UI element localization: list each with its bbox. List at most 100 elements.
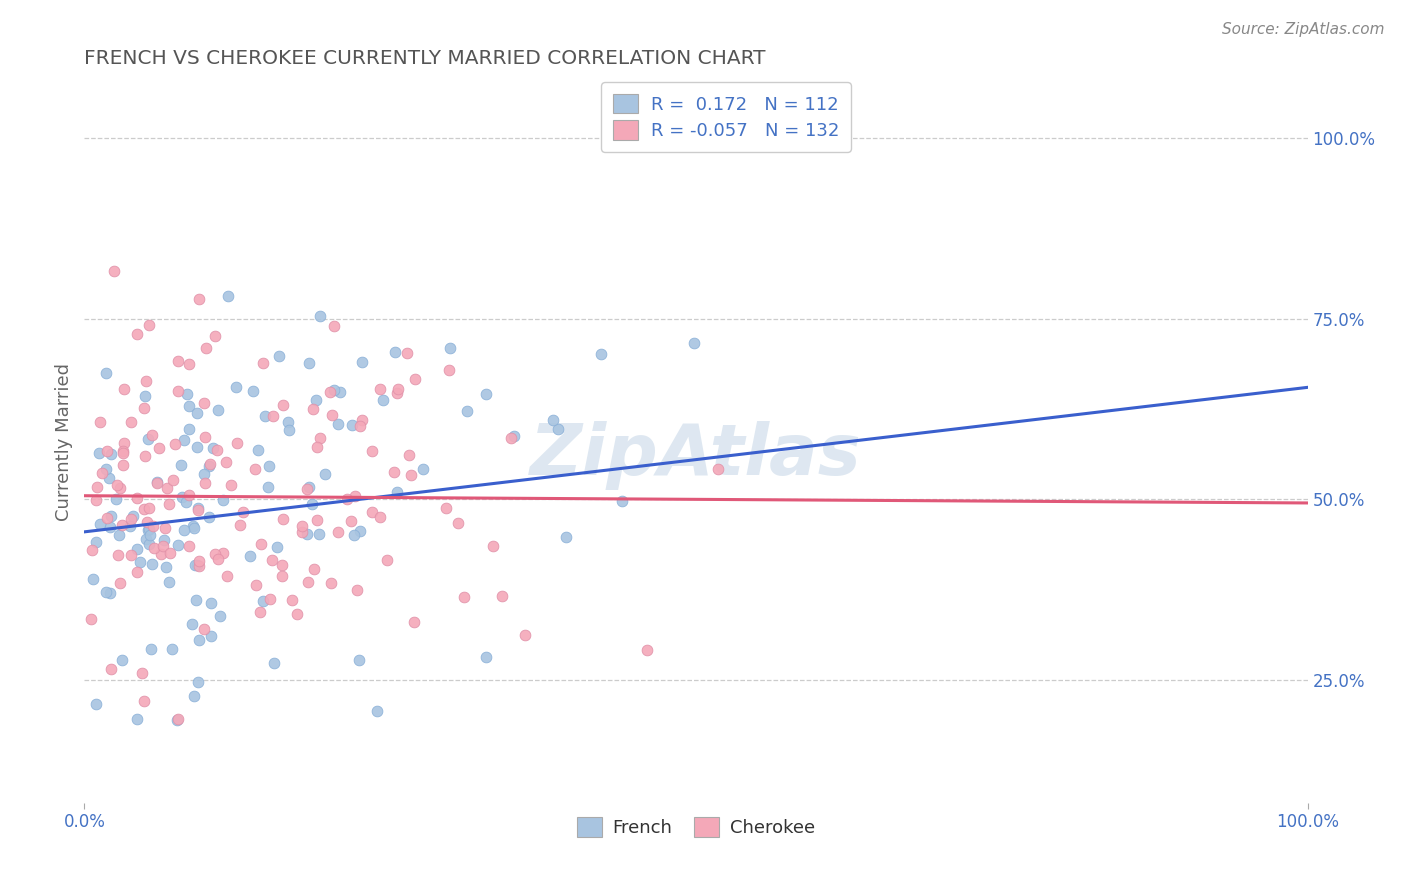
Point [187,503,209,517]
Point [707,462,730,476]
Point [402,615,425,630]
Point [98,520,121,534]
Point [456,403,478,417]
Point [167,384,190,399]
Point [142,541,165,555]
Point [170,490,193,504]
Point [475,387,498,401]
Point [249,605,271,619]
Point [98,585,121,599]
Point [301,402,323,417]
Point [217,289,239,303]
Point [173,524,195,538]
Point [321,408,343,422]
Point [547,422,569,436]
Point [90,466,112,480]
Point [271,512,294,526]
Point [200,596,222,610]
Point [245,462,267,476]
Point [198,457,221,471]
Point [188,292,211,306]
Point [217,569,239,583]
Point [128,555,150,569]
Point [105,492,128,507]
Point [340,417,363,432]
Legend: R =  0.172   N = 112, R = -0.057   N = 132: R = 0.172 N = 112, R = -0.057 N = 132 [600,82,851,152]
Point [112,458,135,473]
Point [250,537,273,551]
Point [146,475,169,489]
Point [266,540,288,554]
Point [291,519,314,533]
Point [262,553,284,567]
Point [370,382,392,396]
Point [98,471,121,485]
Point [127,491,149,505]
Point [194,476,217,491]
Point [263,657,285,671]
Point [134,694,156,708]
Point [166,713,188,727]
Point [271,398,294,412]
Point [177,488,200,502]
Point [387,382,409,396]
Point [232,505,254,519]
Point [134,389,156,403]
Point [112,435,135,450]
Point [336,491,359,506]
Point [167,712,190,726]
Point [141,641,163,656]
Point [219,478,242,492]
Point [262,409,284,424]
Point [277,423,299,437]
Point [197,459,219,474]
Point [107,478,129,492]
Point [193,622,215,636]
Point [100,662,122,676]
Point [344,489,367,503]
Point [200,629,222,643]
Point [309,431,332,445]
Point [308,526,330,541]
Point [346,582,368,597]
Point [163,437,186,451]
Point [94,366,117,380]
Point [135,374,157,388]
Point [398,448,420,462]
Point [153,533,176,548]
Point [305,392,328,407]
Point [434,501,457,516]
Point [156,482,179,496]
Point [225,380,247,394]
Point [174,494,197,508]
Point [184,558,207,572]
Point [297,574,319,589]
Point [252,594,274,608]
Point [491,589,513,603]
Point [211,546,233,560]
Point [120,415,142,429]
Point [361,505,384,519]
Point [256,480,278,494]
Point [138,501,160,516]
Point [591,347,613,361]
Point [160,642,183,657]
Point [401,467,423,482]
Point [141,427,163,442]
Point [157,574,180,589]
Point [125,712,148,726]
Point [134,501,156,516]
Point [138,537,160,551]
Point [267,349,290,363]
Point [322,318,344,333]
Point [193,467,215,482]
Point [159,546,181,560]
Point [84,492,107,507]
Point [308,309,330,323]
Point [125,326,148,341]
Point [439,341,461,355]
Point [204,329,226,343]
Point [127,541,149,556]
Point [636,643,658,657]
Point [177,422,200,436]
